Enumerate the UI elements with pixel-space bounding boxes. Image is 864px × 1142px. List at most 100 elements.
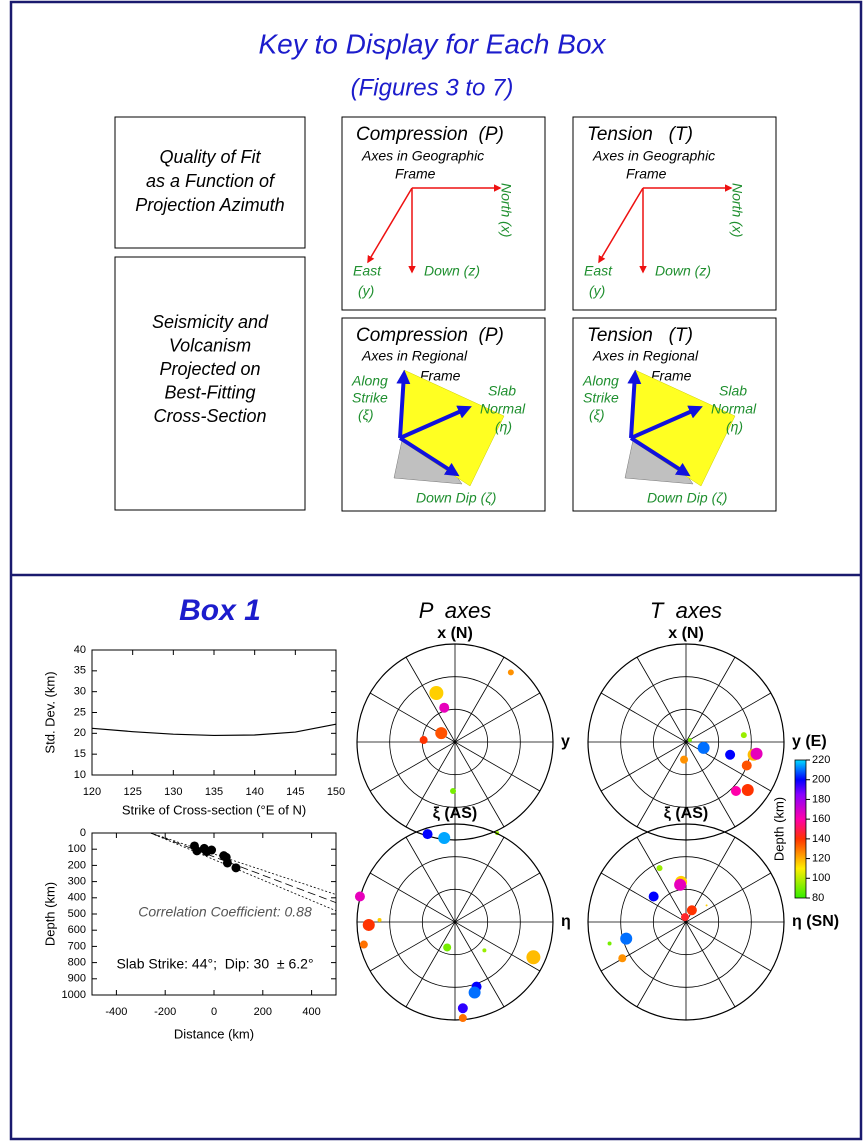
axis-label: (ξ) bbox=[358, 407, 374, 423]
y-tick-label: 20 bbox=[74, 727, 86, 739]
y-tick-label: 100 bbox=[68, 843, 86, 855]
axis-arrow bbox=[598, 187, 644, 264]
hypocenter bbox=[222, 858, 232, 868]
axis-label: Strike bbox=[352, 390, 388, 406]
axis-label: (η) bbox=[726, 419, 743, 435]
axis-label: Slab bbox=[719, 383, 747, 399]
axis-point bbox=[674, 878, 687, 891]
key-box-text: Best-Fitting bbox=[164, 382, 255, 402]
key-panel bbox=[572, 116, 777, 311]
x-axis-label: Distance (km) bbox=[174, 1026, 254, 1041]
annotation: Correlation Coefficient: 0.88 bbox=[138, 904, 312, 920]
y-tick-label: 15 bbox=[74, 748, 86, 760]
y-tick-label: 0 bbox=[80, 827, 86, 839]
x-tick-label: -400 bbox=[105, 1006, 127, 1018]
axis-arrow bbox=[399, 405, 472, 440]
axis-label: (η) bbox=[495, 419, 512, 435]
data-line bbox=[91, 723, 337, 737]
axis-point bbox=[750, 747, 763, 760]
axis-point bbox=[656, 865, 663, 872]
net-right-label: η bbox=[561, 913, 571, 930]
net-spoke bbox=[636, 836, 736, 1008]
colorbar-tick-label: 100 bbox=[812, 872, 830, 884]
panel-text: Frame bbox=[395, 166, 436, 182]
outer-border bbox=[9, 0, 863, 1141]
x-tick-label: 145 bbox=[286, 786, 304, 798]
axis-point bbox=[443, 943, 452, 952]
axis-arrow bbox=[367, 187, 413, 264]
axis-label: Along bbox=[582, 373, 619, 389]
annotation: Slab Strike: 44°; Dip: 30 ± 6.2° bbox=[116, 956, 313, 972]
y-tick-label: 25 bbox=[74, 706, 86, 718]
axis-point bbox=[450, 788, 457, 794]
axis-label: North (x) bbox=[729, 183, 745, 237]
x-tick-label: 400 bbox=[302, 1006, 320, 1018]
axis-point bbox=[741, 760, 752, 771]
x-tick-label: 140 bbox=[245, 786, 263, 798]
axis-label: (y) bbox=[358, 283, 374, 299]
panel-title: Compression (P) bbox=[356, 325, 504, 346]
axis-point bbox=[482, 948, 487, 953]
axis-point bbox=[680, 755, 689, 764]
net-spoke bbox=[405, 836, 505, 1008]
key-box-text: Quality of Fit bbox=[159, 147, 261, 167]
hypocenter bbox=[192, 846, 202, 856]
axis-point bbox=[359, 940, 368, 949]
x-tick-label: 120 bbox=[83, 786, 101, 798]
axis-point bbox=[354, 891, 365, 902]
axis-point bbox=[618, 954, 627, 963]
axis-point bbox=[457, 1003, 468, 1014]
clip-group bbox=[150, 833, 336, 912]
axis-point bbox=[687, 738, 692, 743]
axis-arrow bbox=[398, 436, 460, 477]
axis-label: Normal bbox=[711, 401, 757, 417]
y-tick-label: 30 bbox=[74, 686, 86, 698]
axis-point bbox=[507, 669, 514, 676]
colorbar-tick-label: 140 bbox=[812, 833, 830, 845]
key-box-text: as a Function of bbox=[146, 171, 276, 191]
axis-label: Strike bbox=[583, 390, 619, 406]
key-subtitle: (Figures 3 to 7) bbox=[351, 74, 514, 101]
fit-line bbox=[150, 833, 336, 912]
y-tick-label: 600 bbox=[68, 924, 86, 936]
axis-label: (y) bbox=[589, 283, 605, 299]
axis-point bbox=[740, 732, 747, 739]
net-right-label: y (E) bbox=[792, 733, 827, 750]
net-top-label: x (N) bbox=[668, 625, 704, 642]
colorbar-label: Depth (km) bbox=[771, 797, 786, 861]
axis-label: Down (z) bbox=[424, 263, 480, 279]
plot-frame bbox=[91, 649, 337, 776]
axis-point bbox=[526, 950, 541, 965]
panel-text: Axes in Regional bbox=[592, 348, 699, 364]
net-spoke bbox=[405, 656, 505, 828]
x-tick-label: 0 bbox=[211, 1006, 217, 1018]
axis-point bbox=[730, 786, 741, 796]
y-tick-label: 400 bbox=[68, 892, 86, 904]
y-tick-label: 700 bbox=[68, 940, 86, 952]
axis-point bbox=[435, 727, 448, 740]
axis-point bbox=[362, 918, 375, 931]
axis-point bbox=[725, 749, 736, 760]
axis-arrow bbox=[630, 405, 703, 440]
key-panel bbox=[341, 317, 546, 512]
axis-label: Down (z) bbox=[655, 263, 711, 279]
axis-point bbox=[422, 829, 433, 840]
key-panel bbox=[572, 317, 777, 512]
panel-text: Axes in Geographic bbox=[592, 148, 715, 164]
fit-line bbox=[150, 833, 336, 895]
colorbar-tick-label: 180 bbox=[812, 793, 830, 805]
key-box-text: Seismicity and bbox=[152, 312, 269, 332]
y-axis-label: Std. Dev. (km) bbox=[42, 671, 57, 753]
colorbar-tick-label: 80 bbox=[812, 892, 824, 904]
net-right-label: η (SN) bbox=[792, 913, 839, 930]
axis-label: Normal bbox=[480, 401, 526, 417]
x-tick-label: -200 bbox=[154, 1006, 176, 1018]
key-box bbox=[114, 256, 306, 511]
axis-arrow bbox=[627, 369, 642, 439]
y-tick-label: 800 bbox=[68, 957, 86, 969]
hypocenter bbox=[207, 845, 217, 855]
colorbar bbox=[794, 759, 807, 899]
axis-label: East bbox=[353, 263, 382, 279]
axis-point bbox=[377, 918, 382, 923]
